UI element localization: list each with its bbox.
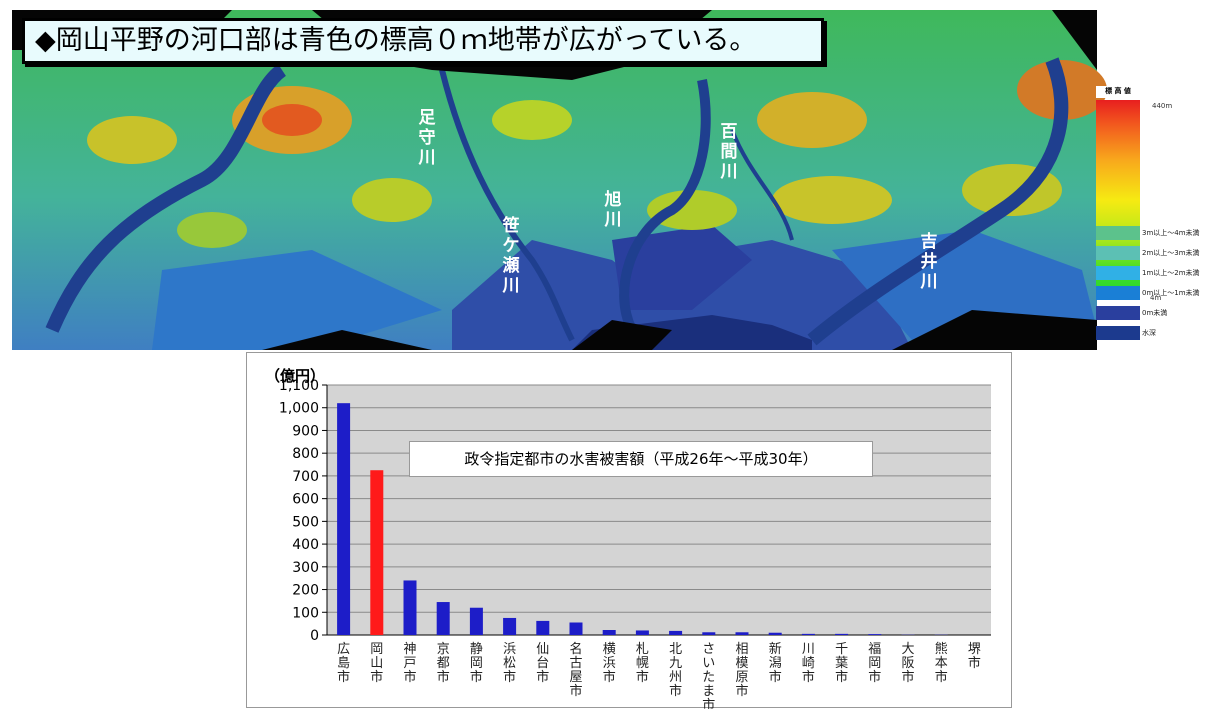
y-tick-label: 800	[292, 446, 319, 462]
y-tick-label: 1,000	[279, 401, 319, 417]
legend-item: 0m以上～1m未満	[1096, 286, 1212, 300]
bar	[370, 470, 383, 635]
x-category-label: 岡山市	[370, 642, 383, 685]
y-tick-label: 400	[292, 537, 319, 553]
bar	[603, 630, 616, 635]
x-category-label: 北九州市	[669, 642, 682, 699]
legend-item: 水深	[1096, 326, 1212, 340]
legend-swatch	[1096, 306, 1140, 320]
legend-label: 0m以上～1m未満	[1142, 288, 1200, 298]
legend-label: 2m以上～3m未満	[1142, 248, 1200, 258]
legend-label: 1m以上～2m未満	[1142, 268, 1200, 278]
x-category-label: 横浜市	[603, 642, 616, 685]
bar	[536, 621, 549, 635]
x-category-label: 京都市	[437, 642, 450, 685]
x-category-label: 札幌市	[636, 642, 649, 685]
elevation-map-panel: ◆岡山平野の河口部は青色の標高０ｍ地帯が広がっている。 足守川 笹ケ瀬川 旭川 …	[12, 10, 1208, 350]
x-category-label: 新潟市	[769, 641, 782, 685]
bar	[470, 608, 483, 635]
bar	[835, 634, 848, 635]
bar	[769, 633, 782, 635]
x-category-label: 川崎市	[802, 642, 815, 685]
x-category-label: 広島市	[337, 642, 350, 685]
bar	[503, 618, 516, 635]
y-tick-label: 0	[310, 628, 319, 644]
legend-max-label: 440m	[1152, 102, 1172, 110]
bar	[702, 632, 715, 635]
legend-label: 3m以上～4m未満	[1142, 228, 1200, 238]
river-label-asahi: 旭川	[602, 190, 624, 230]
bar-chart: 01002003004005006007008009001,0001,100広島…	[247, 353, 1013, 709]
x-category-label: 静岡市	[470, 642, 483, 685]
x-category-label: 熊本市	[935, 641, 948, 685]
river-label-ashimori: 足守川	[416, 108, 438, 168]
y-tick-label: 100	[292, 605, 319, 621]
bar	[404, 580, 417, 635]
x-category-label: 神戸市	[403, 642, 416, 685]
bar	[736, 632, 749, 635]
bar	[570, 623, 583, 636]
river-label-hyakken: 百間川	[718, 122, 740, 182]
legend-item: 1m以上～2m未満	[1096, 266, 1212, 280]
legend-swatch	[1096, 246, 1140, 260]
y-tick-label: 900	[292, 423, 319, 439]
y-tick-label: 300	[292, 560, 319, 576]
bar	[868, 634, 881, 635]
river-label-yoshii: 吉井川	[918, 232, 940, 292]
x-category-label: 大阪市	[901, 642, 914, 685]
y-tick-label: 700	[292, 469, 319, 485]
bar	[669, 631, 682, 635]
river-label-sasagase: 笹ケ瀬川	[500, 216, 522, 296]
legend-label: 0m未満	[1142, 308, 1167, 318]
chart-title: 政令指定都市の水害被害額（平成26年～平成30年）	[409, 441, 873, 477]
x-category-label: 仙台市	[536, 642, 549, 685]
bar	[802, 634, 815, 635]
x-category-label: さいたま市	[702, 642, 715, 709]
bar	[636, 630, 649, 635]
legend-swatch	[1096, 226, 1140, 240]
x-category-label: 千葉市	[835, 642, 848, 685]
bar	[437, 602, 450, 635]
y-tick-label: 600	[292, 492, 319, 508]
plot-area	[327, 385, 991, 635]
x-category-label: 相模原市	[735, 642, 748, 699]
legend-title: 標 高 値	[1096, 86, 1140, 98]
legend-swatch	[1096, 286, 1140, 300]
x-category-label: 堺市	[968, 642, 981, 671]
legend-label: 水深	[1142, 328, 1156, 338]
legend-swatch	[1096, 266, 1140, 280]
x-category-label: 福岡市	[868, 642, 881, 685]
legend-item: 2m以上～3m未満	[1096, 246, 1212, 260]
x-category-label: 名古屋市	[569, 641, 582, 699]
legend-item: 0m未満	[1096, 306, 1212, 320]
bar	[337, 403, 350, 635]
legend-swatch	[1096, 326, 1140, 340]
y-tick-label: 500	[292, 514, 319, 530]
x-category-label: 浜松市	[503, 642, 516, 685]
legend-item: 3m以上～4m未満	[1096, 226, 1212, 240]
y-tick-label: 200	[292, 583, 319, 599]
y-axis-unit-label: （億円）	[265, 365, 325, 386]
map-title: ◆岡山平野の河口部は青色の標高０ｍ地帯が広がっている。	[22, 18, 824, 64]
